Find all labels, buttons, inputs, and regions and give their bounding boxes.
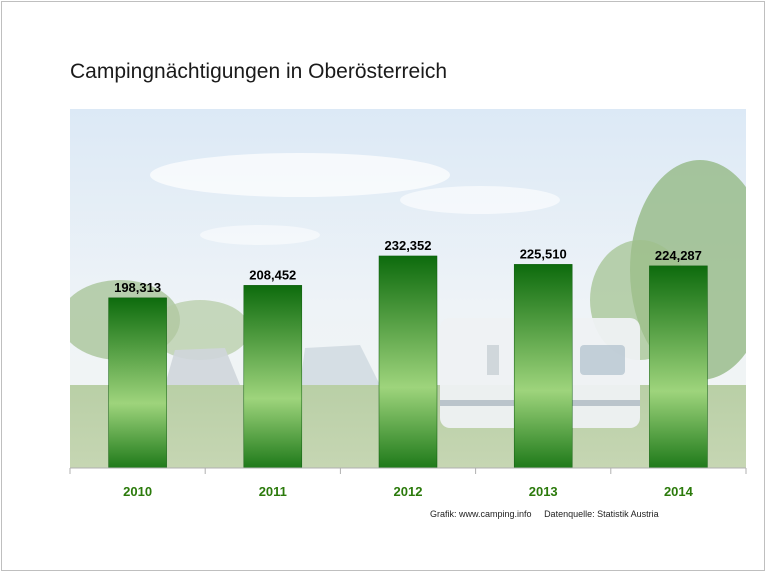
source-datenquelle: Datenquelle: Statistik Austria [544,509,659,519]
category-label-2011: 2011 [259,484,287,499]
value-label-2010: 198,313 [114,280,161,295]
value-label-2014: 224,287 [655,248,702,263]
bar-2012 [378,255,438,469]
source-grafik: Grafik: www.camping.info [430,509,532,519]
bar-2011 [243,285,303,469]
bar-2014 [649,265,708,469]
category-label-2012: 2012 [394,484,423,499]
bar-2013 [513,264,573,469]
bars-group [108,255,708,469]
value-label-2012: 232,352 [385,238,432,253]
value-label-2011: 208,452 [249,267,296,282]
chart-title: Campingnächtigungen in Oberösterreich [70,60,448,83]
category-label-2010: 2010 [123,484,152,499]
category-label-2013: 2013 [529,484,558,499]
value-labels-group: 198,313 208,452 232,352 225,510 224,287 [114,238,702,295]
bar-2010 [108,297,167,469]
x-axis-labels: 2010 2011 2012 2013 2014 [123,484,693,499]
source-note: Grafik: www.camping.info Datenquelle: St… [430,509,669,519]
value-label-2013: 225,510 [520,246,567,261]
category-label-2014: 2014 [664,484,694,499]
x-axis-ticks [69,468,747,474]
